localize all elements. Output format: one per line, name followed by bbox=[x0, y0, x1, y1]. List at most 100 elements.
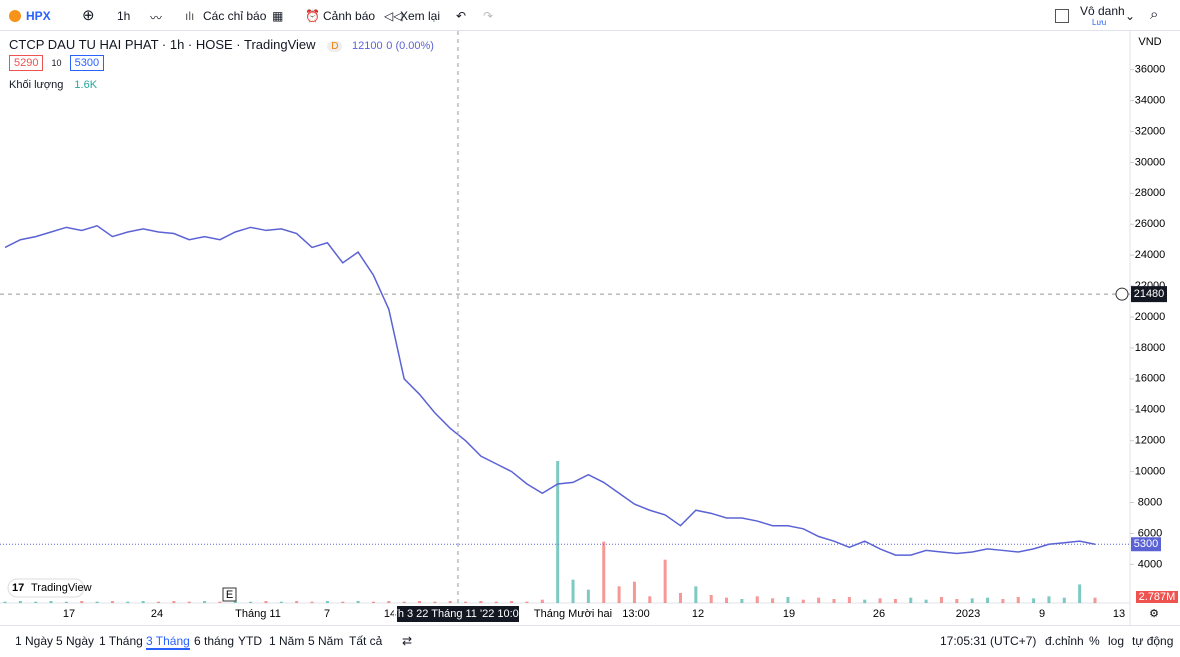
crosshair-time-box bbox=[397, 606, 519, 622]
auto[interactable]: tự động bbox=[1132, 634, 1174, 648]
x-tick-label: 9 bbox=[1039, 608, 1045, 620]
y-tick-label: 14000 bbox=[1135, 404, 1166, 416]
range-button[interactable]: 1 Năm bbox=[269, 634, 305, 648]
volume-bar bbox=[1047, 596, 1051, 603]
layout-icon[interactable] bbox=[1055, 9, 1069, 23]
y-tick-label: 16000 bbox=[1135, 373, 1166, 385]
x-tick-label: 7 bbox=[324, 608, 330, 620]
add-symbol[interactable]: ⊕ bbox=[82, 7, 95, 24]
volume-bar bbox=[755, 596, 759, 603]
layout-name[interactable]: Vô danh bbox=[1080, 4, 1125, 18]
volume-bar bbox=[694, 586, 698, 603]
y-tick-label: 24000 bbox=[1135, 249, 1166, 261]
layout-status: Lưu bbox=[1092, 18, 1107, 27]
ask[interactable]: 5300 bbox=[69, 55, 105, 71]
replay[interactable]: Xem lại bbox=[400, 9, 441, 23]
range-button[interactable]: YTD bbox=[238, 634, 262, 648]
legend-last: 12100 bbox=[352, 40, 383, 52]
x-tick-label: Tháng 11 bbox=[235, 608, 281, 620]
volume-bar bbox=[556, 461, 560, 603]
bid[interactable]: 5290 bbox=[9, 55, 44, 71]
logo bbox=[9, 10, 21, 22]
legend-flag: D bbox=[327, 41, 343, 52]
volume-bar bbox=[771, 598, 775, 603]
y-tick-label: 10000 bbox=[1135, 466, 1166, 478]
y-tick-label: 34000 bbox=[1135, 94, 1166, 106]
volume-bar bbox=[34, 601, 38, 603]
event-marker: E bbox=[226, 589, 233, 601]
range-button[interactable]: 5 Năm bbox=[308, 634, 344, 648]
alert[interactable]: Cảnh báo bbox=[323, 9, 376, 23]
volume-bar bbox=[110, 601, 114, 603]
x-tick-label: 2023 bbox=[956, 608, 980, 620]
layout-menu[interactable]: ⌄ bbox=[1125, 9, 1136, 23]
redo[interactable]: ↷ bbox=[483, 9, 494, 23]
volume-bar bbox=[64, 601, 68, 603]
x-tick-label: 13:00 bbox=[622, 608, 650, 620]
y-tick-label: 6000 bbox=[1138, 527, 1162, 539]
search[interactable]: ⌕ bbox=[1150, 6, 1159, 23]
x-tick-label: 12 bbox=[692, 608, 704, 620]
y-tick-label: 12000 bbox=[1135, 435, 1166, 447]
y-tick-label: 20000 bbox=[1135, 311, 1166, 323]
log[interactable]: log bbox=[1108, 634, 1125, 648]
y-tick-label: 18000 bbox=[1135, 342, 1166, 354]
adjust[interactable]: đ.chỉnh bbox=[1045, 634, 1084, 648]
indicators[interactable]: Các chỉ báo bbox=[203, 9, 267, 23]
crosshair-time-label: Th 3 22 Tháng 11 '22 10:00 bbox=[391, 608, 525, 620]
indicators-icon[interactable]: ılı bbox=[185, 9, 195, 23]
clock: 17:05:31 (UTC+7) bbox=[940, 634, 1037, 648]
volume-bar bbox=[479, 601, 483, 603]
volume-bar bbox=[157, 601, 161, 603]
volume-bar bbox=[1001, 599, 1005, 603]
watermark-logo: 17 bbox=[12, 582, 24, 594]
volume-bar bbox=[249, 601, 253, 603]
percent[interactable]: % bbox=[1089, 634, 1100, 648]
volume-bar bbox=[295, 601, 299, 603]
volume-bar bbox=[264, 601, 268, 603]
range-button[interactable]: 3 Tháng bbox=[146, 634, 190, 650]
volume-bar bbox=[909, 597, 913, 603]
undo[interactable]: ↶ bbox=[456, 9, 467, 23]
range-button[interactable]: 6 tháng bbox=[194, 634, 235, 648]
x-tick-label: 19 bbox=[783, 608, 795, 620]
watermark-bg bbox=[7, 578, 85, 598]
volume-bar bbox=[325, 601, 329, 603]
symbol[interactable]: HPX bbox=[26, 9, 51, 23]
volume-bar bbox=[786, 597, 790, 603]
replay-icon[interactable]: ◁◁ bbox=[384, 9, 403, 23]
compare-range[interactable]: ⇄ bbox=[402, 634, 413, 648]
volume-bar bbox=[801, 599, 805, 603]
volume-value: 1.6K bbox=[74, 79, 98, 91]
volume-bar bbox=[832, 599, 836, 603]
volume-last-box bbox=[1136, 591, 1178, 603]
last-price-box bbox=[1131, 537, 1161, 552]
volume-legend: Khối lượng 1.6K bbox=[9, 79, 97, 91]
volume-bar bbox=[709, 595, 713, 603]
interval[interactable]: 1h bbox=[117, 9, 131, 23]
volume-bar bbox=[939, 597, 943, 603]
volume-bar bbox=[617, 586, 621, 603]
volume-bar bbox=[510, 601, 514, 603]
volume-bar bbox=[464, 601, 468, 603]
x-tick-label: 26 bbox=[873, 608, 885, 620]
range-button[interactable]: 1 Tháng bbox=[99, 634, 143, 648]
volume-bar bbox=[602, 541, 606, 603]
volume-bar bbox=[725, 597, 729, 603]
spread: 10 bbox=[51, 58, 62, 68]
legend-title: CTCP DAU TU HAI PHAT · 1h · HOSE · Tradi… bbox=[9, 37, 316, 52]
x-tick-label: 14 bbox=[384, 608, 396, 620]
volume-bar bbox=[632, 581, 636, 603]
volume-last-text: 2.787M bbox=[1139, 591, 1176, 603]
volume-bar bbox=[3, 601, 7, 603]
range-button[interactable]: Tất cả bbox=[349, 634, 383, 648]
templates[interactable]: ▦ bbox=[272, 9, 284, 23]
volume-bar bbox=[203, 601, 207, 603]
alert-icon[interactable]: ⏰ bbox=[305, 9, 320, 23]
y-tick-label: 4000 bbox=[1138, 558, 1162, 570]
volume-bar bbox=[847, 597, 851, 603]
chart-style[interactable]: 〰 bbox=[150, 11, 163, 25]
range-button[interactable]: 5 Ngày bbox=[56, 634, 95, 648]
range-button[interactable]: 1 Ngày bbox=[15, 634, 54, 648]
